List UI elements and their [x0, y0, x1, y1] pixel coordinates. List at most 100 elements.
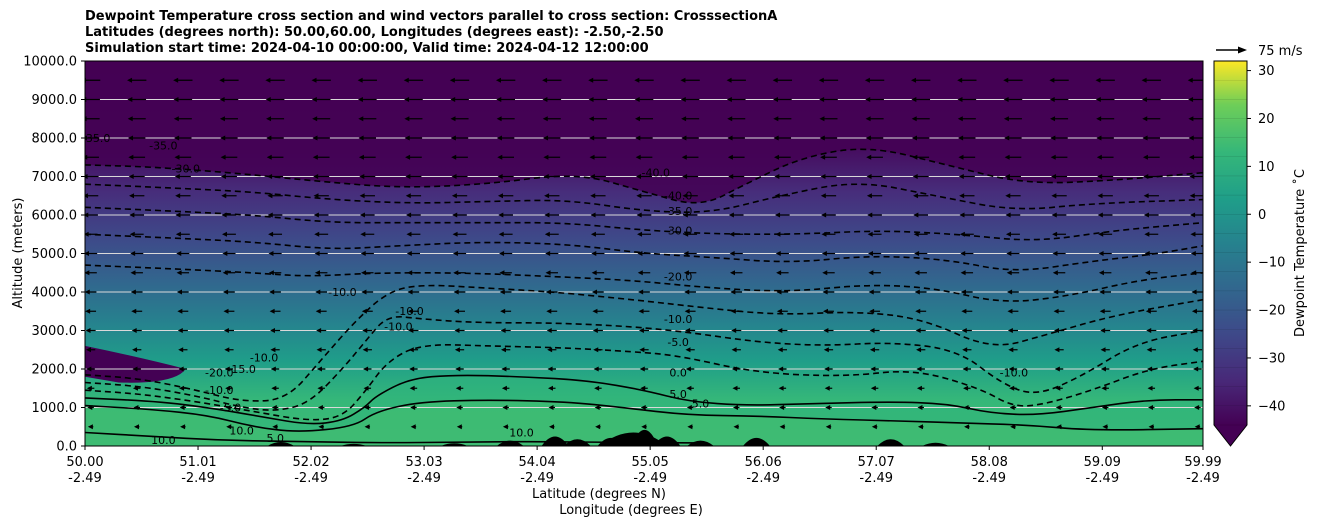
wind-arrowhead-465 — [779, 424, 785, 430]
wind-arrowhead-23 — [1141, 77, 1147, 83]
wind-arrowhead-250 — [85, 270, 90, 276]
wind-arrowhead-260 — [545, 270, 551, 276]
wind-arrowhead-160 — [544, 193, 550, 199]
wind-arrowhead-466 — [825, 424, 831, 430]
colorbar-tick-label-1: −30 — [1258, 351, 1285, 366]
wind-arrowhead-270 — [1006, 270, 1012, 276]
wind-arrowhead-70 — [1003, 116, 1009, 122]
wind-arrowhead-203 — [221, 231, 227, 237]
wind-arrowhead-434 — [502, 405, 508, 410]
wind-arrowhead-328 — [223, 328, 229, 333]
wind-arrowhead-303 — [223, 308, 229, 314]
wind-arrowhead-474 — [1194, 424, 1200, 430]
wind-arrowhead-348 — [1146, 328, 1152, 333]
contour-label-25: -10.0 — [1000, 367, 1028, 380]
wind-arrowhead-51 — [127, 116, 133, 122]
wind-arrowhead-323 — [1145, 308, 1151, 314]
wind-arrowhead-421 — [1055, 385, 1061, 391]
contour-line-3 — [85, 344, 1203, 421]
wind-arrowhead-189 — [728, 212, 734, 218]
wind-arrowhead-74 — [1188, 116, 1194, 122]
wind-arrowhead-56 — [358, 116, 364, 122]
wind-arrowhead-4 — [265, 77, 271, 83]
contour-label-10: 0.0 — [669, 367, 687, 380]
wind-arrowhead-127 — [174, 174, 180, 179]
wind-arrowhead-206 — [360, 231, 366, 237]
wind-arrowhead-3 — [219, 77, 225, 83]
wind-arrowhead-146 — [1051, 174, 1057, 179]
wind-arrowhead-102 — [174, 154, 180, 160]
contour-label-19: -10.0 — [205, 384, 233, 397]
wind-arrowhead-208 — [452, 231, 458, 237]
wind-arrowhead-213 — [683, 231, 689, 237]
y-tick-label-6: 6000.0 — [32, 209, 78, 224]
wind-arrowhead-11 — [588, 77, 594, 83]
wind-arrowhead-401 — [132, 385, 138, 391]
wind-arrowhead-347 — [1100, 328, 1106, 333]
wind-arrowhead-221 — [1052, 231, 1058, 237]
wind-arrowhead-152 — [175, 193, 181, 199]
wind-arrowhead-371 — [1054, 347, 1060, 353]
wind-arrowhead-148 — [1143, 174, 1149, 179]
wind-arrowhead-369 — [962, 347, 968, 353]
wind-arrowhead-381 — [363, 366, 369, 372]
wind-arrowhead-326 — [131, 328, 137, 333]
wind-arrowhead-124 — [1189, 154, 1195, 160]
x-tick-label-lat-6: 56.06 — [745, 455, 782, 470]
wind-arrowhead-107 — [405, 154, 411, 160]
y-axis-label: Altitude (meters) — [11, 198, 26, 309]
wind-arrowhead-275 — [85, 289, 90, 295]
wind-arrowhead-357 — [408, 347, 414, 353]
wind-arrowhead-216 — [821, 231, 827, 237]
wind-arrowhead-352 — [178, 347, 184, 353]
wind-arrowhead-77 — [174, 135, 180, 141]
colorbar-tick-label-5: 10 — [1258, 160, 1275, 175]
wind-arrowhead-27 — [173, 97, 179, 102]
wind-arrowhead-364 — [731, 347, 737, 353]
wind-arrowhead-322 — [1099, 308, 1105, 314]
contour-label-22: 10.0 — [229, 424, 254, 437]
wind-arrowhead-365 — [777, 347, 783, 353]
wind-arrowhead-13 — [680, 77, 686, 83]
wind-arrowhead-432 — [410, 405, 416, 410]
x-tick-label-lon-8: -2.49 — [972, 471, 1006, 486]
wind-arrowhead-362 — [639, 347, 645, 353]
x-tick-label-lon-5: -2.49 — [633, 471, 667, 486]
wind-arrowhead-281 — [361, 289, 367, 295]
wind-arrowhead-259 — [499, 270, 505, 276]
wind-arrowhead-437 — [640, 405, 646, 410]
wind-arrowhead-64 — [727, 116, 733, 122]
wind-arrowhead-242 — [867, 251, 873, 256]
chart-title-line-3: Simulation start time: 2024-04-10 00:00:… — [85, 41, 649, 56]
wind-arrowhead-431 — [364, 405, 370, 410]
wind-arrowhead-269 — [960, 270, 966, 276]
wind-arrowhead-314 — [730, 308, 736, 314]
wind-arrowhead-256 — [361, 270, 367, 276]
colorbar-extend-min — [1214, 425, 1247, 446]
wind-arrowhead-462 — [641, 424, 647, 430]
wind-arrowhead-149 — [1189, 174, 1195, 179]
wind-arrowhead-140 — [774, 174, 780, 179]
wind-arrowhead-229 — [268, 251, 274, 256]
wind-arrowhead-223 — [1144, 231, 1150, 237]
wind-arrowhead-202 — [175, 231, 181, 237]
wind-arrowhead-100 — [85, 154, 88, 160]
wind-arrowhead-104 — [266, 154, 272, 160]
wind-arrowhead-373 — [1146, 347, 1152, 353]
wind-arrowhead-400 — [86, 385, 92, 391]
wind-arrowhead-463 — [687, 424, 693, 430]
wind-arrowhead-233 — [452, 251, 458, 256]
wind-arrowhead-385 — [547, 366, 553, 372]
wind-arrowhead-471 — [1056, 424, 1062, 430]
wind-arrowhead-177 — [175, 212, 181, 218]
x-tick-label-lon-6: -2.49 — [746, 471, 780, 486]
wind-arrowhead-306 — [361, 308, 367, 314]
wind-arrowhead-65 — [773, 116, 779, 122]
wind-arrowhead-71 — [1050, 116, 1056, 122]
wind-arrowhead-416 — [824, 385, 830, 391]
wind-arrowhead-321 — [1053, 308, 1059, 314]
wind-arrowhead-283 — [453, 289, 459, 295]
wind-arrowhead-403 — [225, 385, 231, 391]
wind-arrowhead-312 — [638, 308, 644, 314]
wind-arrowhead-247 — [1098, 251, 1104, 256]
